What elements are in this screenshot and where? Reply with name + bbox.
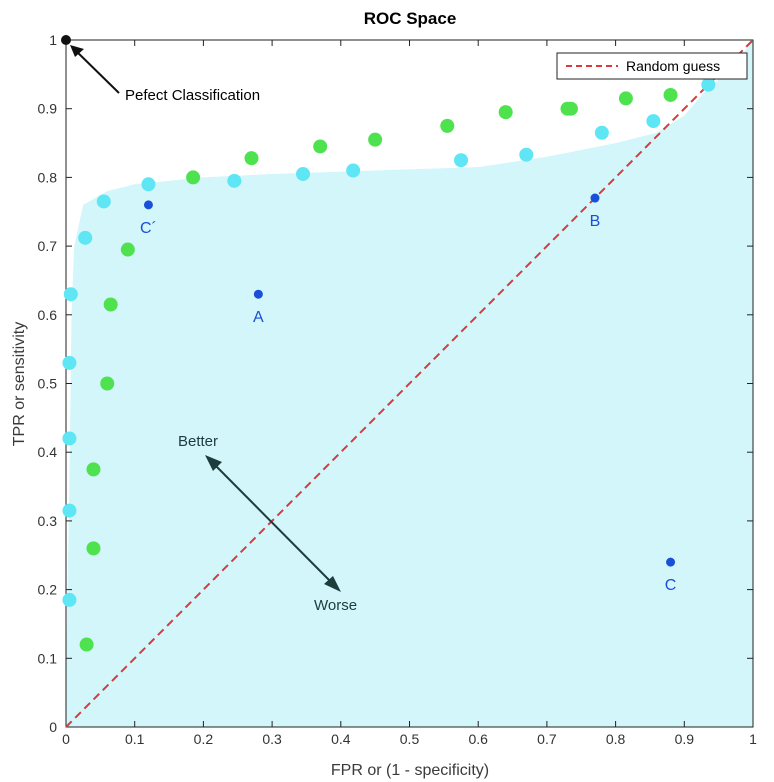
y-axis-label: TPR or sensitivity [11,322,28,446]
x-tick-label: 0.9 [675,731,695,747]
point-C [666,557,676,567]
series-1-point [440,118,455,133]
x-tick-label: 0.5 [400,731,420,747]
series-1-point [663,87,678,102]
series-1-point [100,376,115,391]
series-1-point [86,541,101,556]
series-points [62,77,716,652]
series-2-point [594,125,609,140]
x-axis-ticks: 0 0.1 0.2 0.3 0.4 0.5 0.6 0.7 0.8 0.9 1 [62,40,757,747]
series-2-point [346,163,361,178]
series-2-point [141,177,156,192]
x-tick-label: 1 [749,731,757,747]
series-2-point [63,287,78,302]
x-tick-label: 0 [62,731,70,747]
perfect-classification-arrow [71,46,120,94]
point-label: A [253,309,264,326]
point-B [590,193,600,203]
y-axis-ticks: 0 0.1 0.2 0.3 0.4 0.5 0.6 0.7 0.8 0.9 1 [38,32,753,735]
point-label: B [590,213,601,230]
better-label: Better [178,433,218,450]
series-2-point [62,431,77,446]
series-2-point [701,77,716,92]
y-tick-label: 0.6 [38,307,58,323]
y-tick-label: 0.5 [38,376,58,392]
series-1-point [120,242,135,257]
x-axis-label: FPR or (1 - specificity) [331,762,489,779]
series-2-point [78,230,93,245]
series-1-point [618,91,633,106]
x-tick-label: 0.6 [468,731,488,747]
better-worse-arrow [211,461,335,586]
series-2-point [227,173,242,188]
y-tick-label: 0.7 [38,238,58,254]
chart-title: ROC Space [364,9,457,28]
better-arrowhead-icon [205,455,222,471]
x-tick-label: 0.8 [606,731,626,747]
series-2-point [62,355,77,370]
point-C´ [143,200,153,210]
perfect-classification-point [61,35,71,45]
series-2-point [96,194,111,209]
worse-arrowhead-icon [324,576,341,592]
x-tick-label: 0.2 [194,731,214,747]
series-1-point [498,105,513,120]
series-1-point [186,170,201,185]
series-1-point [86,462,101,477]
legend-entry-random-guess: Random guess [626,58,720,74]
series-1-point [313,139,328,154]
perfect-arrowhead-icon [70,45,84,57]
series-2-point [454,153,469,168]
y-tick-label: 0.4 [38,444,58,460]
y-tick-label: 0.2 [38,582,58,598]
worse-label: Worse [314,597,357,614]
series-1-point [368,132,383,147]
random-guess-line [65,39,754,728]
y-tick-label: 0 [49,719,57,735]
series-2-point [62,592,77,607]
series-2-point [296,166,311,181]
series-1-point [103,297,118,312]
series-1-point [563,101,578,116]
x-tick-label: 0.7 [537,731,557,747]
legend: Random guess [556,52,748,80]
point-label: C´ [140,220,157,237]
x-tick-label: 0.4 [331,731,351,747]
series-1-point [79,637,94,652]
x-tick-label: 0.3 [262,731,282,747]
perfect-classification-label: Pefect Classification [125,87,260,104]
series-1-point [244,151,259,166]
point-label: C [665,577,677,594]
y-tick-label: 0.9 [38,101,58,117]
x-tick-label: 0.1 [125,731,145,747]
series-2-point [62,503,77,518]
y-tick-label: 0.3 [38,513,58,529]
series-2-point [519,147,534,162]
point-A [253,289,263,299]
labeled-points: A B C C´ [140,193,677,594]
series-2-point [646,114,661,129]
y-tick-label: 0.1 [38,650,58,666]
y-tick-label: 0.8 [38,169,58,185]
y-tick-label: 1 [49,32,57,48]
